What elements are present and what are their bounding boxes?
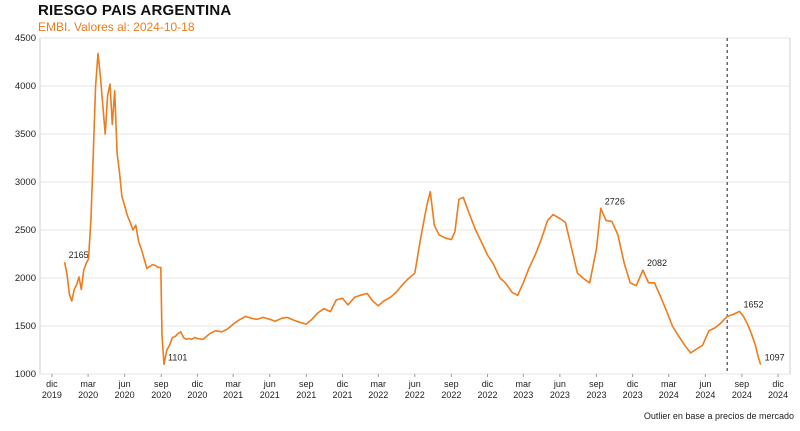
data-label: 2726 [605,196,625,206]
x-tick-label: sep [589,379,604,389]
x-tick-label: dic [192,379,204,389]
y-tick-label: 4000 [15,81,36,92]
y-tick-label: 3500 [15,129,36,140]
x-tick-label: mar [225,379,241,389]
x-tick-label: jun [408,379,421,389]
x-tick-year-label: 2022 [405,390,425,400]
x-tick-year-label: 2023 [586,390,606,400]
x-tick-label: sep [299,379,314,389]
x-tick-label: dic [482,379,494,389]
x-tick-year-label: 2023 [623,390,643,400]
y-tick-label: 4500 [15,33,36,44]
x-tick-year-label: 2021 [332,390,352,400]
x-tick-label: jun [263,379,276,389]
x-tick-year-label: 2022 [368,390,388,400]
x-tick-label: mar [80,379,96,389]
x-tick-year-label: 2021 [223,390,243,400]
x-tick-label: mar [516,379,532,389]
x-tick-label: dic [627,379,639,389]
x-tick-year-label: 2020 [151,390,171,400]
x-tick-year-label: 2024 [732,390,752,400]
x-tick-label: sep [154,379,169,389]
x-tick-year-label: 2023 [550,390,570,400]
x-tick-label: jun [698,379,711,389]
y-tick-label: 1000 [15,369,36,380]
series-line [63,52,762,366]
y-tick-label: 2500 [15,225,36,236]
x-tick-year-label: 2023 [513,390,533,400]
x-tick-year-label: 2024 [695,390,715,400]
y-tick-label: 1500 [15,321,36,332]
data-label: 1101 [168,352,187,362]
y-tick-label: 3000 [15,177,36,188]
x-tick-year-label: 2020 [78,390,98,400]
chart-title: RIESGO PAIS ARGENTINA [38,2,232,19]
plot-frame [39,37,791,375]
x-tick-label: dic [337,379,349,389]
x-tick-year-label: 2024 [768,390,788,400]
x-tick-label: mar [370,379,386,389]
chart-subtitle: EMBI. Valores al: 2024-10-18 [38,20,195,34]
x-tick-year-label: 2019 [42,390,62,400]
chart-footnote: Outlier en base a precios de mercado [643,411,794,421]
x-tick-label: sep [444,379,459,389]
x-tick-year-label: 2021 [296,390,316,400]
x-tick-year-label: 2024 [659,390,679,400]
x-tick-year-label: 2022 [478,390,498,400]
data-label: 2165 [69,250,89,260]
y-tick-label: 2000 [15,273,36,284]
x-tick-label: mar [661,379,677,389]
x-tick-year-label: 2021 [260,390,280,400]
data-label: 1652 [744,299,764,309]
data-label: 2082 [647,258,667,268]
x-tick-label: sep [735,379,750,389]
x-tick-label: dic [772,379,784,389]
x-tick-year-label: 2022 [441,390,461,400]
x-tick-label: jun [553,379,566,389]
x-tick-label: jun [118,379,131,389]
x-tick-year-label: 2020 [187,390,207,400]
x-tick-year-label: 2020 [115,390,135,400]
data-label: 1097 [765,353,785,363]
x-tick-label: dic [46,379,58,389]
